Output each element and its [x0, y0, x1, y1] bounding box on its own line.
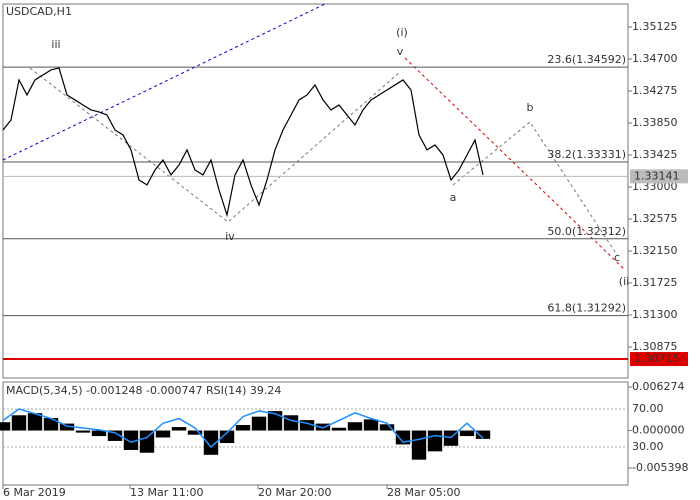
y-tick-label: 1.32575 [632, 212, 678, 225]
macd-bar [91, 430, 107, 437]
macd-bar [203, 430, 219, 455]
fib-label: 38.2(1.33331) [547, 148, 626, 161]
y-tick-label: 0.006274 [632, 380, 685, 393]
wave-label: c [614, 251, 620, 264]
price-box [630, 169, 688, 184]
y-tick-label: 1.34275 [632, 84, 678, 97]
macd-bar [107, 430, 123, 441]
wave-label: iv [225, 230, 235, 243]
macd-bar [235, 424, 251, 431]
macd-bar [187, 430, 203, 435]
macd-bar [43, 418, 59, 431]
macd-bar [347, 422, 363, 431]
y-tick-label: 1.32150 [632, 244, 678, 257]
fib-label: 61.8(1.31292) [547, 302, 626, 315]
y2-tick-label: 70.00 [632, 402, 664, 415]
wave-label: a [450, 191, 457, 204]
y-tick-label: 0.000000 [632, 424, 685, 437]
rsi-line [2, 408, 484, 449]
macd-bar [379, 424, 395, 431]
red-box [630, 352, 688, 367]
main-panel [2, 3, 629, 379]
macd-bar [155, 430, 171, 438]
macd-bar [11, 415, 27, 431]
macd-bar [299, 420, 315, 431]
y-tick-label: 1.30875 [632, 340, 678, 353]
y-tick-label: -0.005398 [632, 461, 688, 474]
macd-bar [123, 430, 139, 450]
macd-bar [459, 430, 475, 437]
wave-label: iii [51, 38, 60, 51]
y2-tick-label: 30.00 [632, 440, 664, 453]
macd-bar [475, 430, 491, 439]
macd-bar [219, 430, 235, 444]
price-label: 1.33141 [634, 169, 680, 182]
fib-label: 23.6(1.34592) [547, 53, 626, 66]
indicator-panel [2, 381, 629, 486]
macd-bar [0, 422, 11, 431]
macd-bar [251, 416, 267, 431]
macd-bar [27, 413, 43, 431]
chart-title: USDCAD,H1 [6, 5, 72, 18]
wave-forecast [452, 121, 618, 256]
y-tick-label: 1.31300 [632, 308, 678, 321]
indicator-title: MACD(5,34,5) -0.001248 -0.000747 RSI(14)… [6, 384, 281, 397]
wave-label: b [527, 101, 534, 114]
macd-bar [411, 430, 427, 460]
macd-bar [427, 430, 443, 452]
x-tick-label: 13 Mar 11:00 [130, 486, 203, 499]
macd-bar [315, 423, 331, 431]
wave-label: (i) [396, 26, 408, 39]
macd-bar [59, 423, 75, 431]
wave-label: (ii [619, 275, 629, 288]
price-line-series [2, 67, 484, 218]
fib-label: 50.0(1.32312) [547, 225, 626, 238]
red-label: 1.30715 [634, 352, 680, 365]
macd-bar [171, 427, 187, 431]
y-tick-label: 1.33425 [632, 148, 678, 161]
resistance-line [404, 57, 626, 271]
macd-bar [75, 430, 91, 433]
x-tick-label: 20 Mar 20:00 [258, 486, 331, 499]
macd-bar [363, 419, 379, 431]
y-tick-label: 1.33850 [632, 116, 678, 129]
wave-line [29, 67, 401, 223]
y-tick-label: 1.31725 [632, 276, 678, 289]
y-tick-label: 1.34700 [632, 52, 678, 65]
x-tick-label: 28 Mar 05:00 [387, 486, 460, 499]
macd-bar [331, 427, 347, 431]
wave-label: v [397, 45, 404, 58]
macd-bar [139, 430, 155, 453]
x-tick-label: 6 Mar 2019 [3, 486, 66, 499]
y-tick-label: 1.35125 [632, 20, 678, 33]
